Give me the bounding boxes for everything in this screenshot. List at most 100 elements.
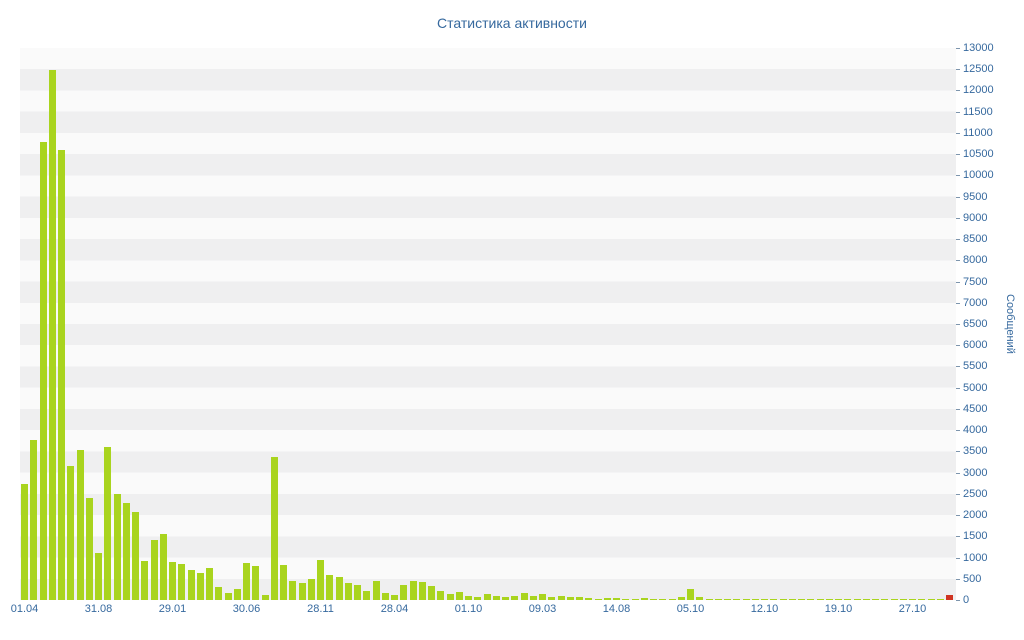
- x-tick-label: 01.10: [454, 603, 483, 615]
- y-tick-mark: [956, 239, 960, 241]
- y-tick-mark: [956, 154, 960, 156]
- x-tick-label: 29.01: [158, 603, 187, 615]
- y-tick-mark: [956, 472, 960, 474]
- y-tick-label: 2000: [963, 509, 988, 522]
- bar: [770, 599, 778, 600]
- bar: [289, 580, 297, 600]
- bar: [317, 559, 324, 600]
- y-tick-label: 1000: [963, 551, 988, 564]
- bar: [150, 540, 158, 600]
- bar: [132, 512, 139, 600]
- bar: [252, 566, 260, 600]
- y-tick-mark: [956, 48, 960, 49]
- bar: [122, 503, 130, 600]
- y-tick-label: 1500: [963, 530, 988, 543]
- bar-current-period: [946, 595, 953, 600]
- bar: [455, 591, 463, 600]
- bar: [58, 149, 65, 600]
- x-tick-label: 09.03: [528, 603, 557, 615]
- bar: [825, 598, 833, 600]
- x-tick-label: 05.10: [676, 603, 705, 615]
- bar: [539, 594, 546, 600]
- bar: [206, 568, 213, 600]
- bar: [751, 599, 759, 600]
- bar: [899, 599, 907, 600]
- bar: [474, 596, 482, 600]
- y-tick-label: 12500: [963, 63, 994, 76]
- bar: [298, 583, 306, 600]
- bar: [446, 594, 454, 600]
- y-tick-label: 3500: [963, 445, 988, 458]
- y-tick-mark: [956, 324, 960, 325]
- bar: [862, 599, 870, 600]
- bar: [169, 561, 176, 600]
- y-tick-label: 3000: [963, 466, 988, 479]
- bar: [714, 599, 722, 600]
- bar: [557, 596, 565, 600]
- bar: [113, 493, 121, 600]
- y-axis-title: Сообщений: [1004, 294, 1016, 354]
- bar: [890, 599, 898, 600]
- bar: [881, 599, 889, 600]
- y-tick-mark: [956, 557, 960, 559]
- bar: [187, 570, 195, 600]
- bar: [178, 563, 186, 600]
- bar: [243, 563, 250, 600]
- y-tick-mark: [956, 281, 960, 283]
- bar: [687, 589, 694, 600]
- bar: [280, 565, 287, 600]
- bar: [742, 599, 750, 600]
- y-tick-label: 0: [963, 594, 970, 606]
- bar: [30, 439, 38, 600]
- bar: [520, 593, 528, 600]
- bar: [196, 572, 204, 600]
- bar: [909, 599, 916, 600]
- bar: [307, 579, 315, 600]
- bar: [104, 447, 112, 600]
- y-tick-mark: [956, 217, 960, 219]
- bar: [677, 597, 685, 600]
- bar: [95, 553, 102, 600]
- x-axis: 01.04 31.08 29.01 30.06 28.11 28.04 01.10 09.03…: [11, 603, 956, 619]
- x-tick-label: 30.06: [232, 603, 261, 615]
- bar: [335, 577, 343, 600]
- x-tick-label: 28.04: [380, 603, 409, 615]
- y-tick-mark: [956, 111, 960, 113]
- bar: [48, 70, 56, 600]
- bar: [613, 598, 620, 600]
- bar: [270, 456, 278, 600]
- bar: [594, 598, 602, 600]
- bar: [502, 597, 509, 600]
- bar: [437, 591, 445, 600]
- x-tick-label: 28.11: [307, 603, 334, 615]
- bar: [409, 580, 417, 600]
- bar: [492, 595, 500, 600]
- bar: [215, 587, 223, 600]
- y-tick-mark: [956, 90, 960, 92]
- y-tick-mark: [956, 175, 960, 177]
- bar: [85, 498, 93, 600]
- y-tick-label: 6000: [963, 339, 988, 352]
- bar: [927, 599, 935, 600]
- bar: [418, 582, 426, 600]
- x-tick-label: 27.10: [898, 603, 927, 615]
- bar: [141, 560, 149, 600]
- x-tick-label: 01.04: [10, 603, 39, 615]
- bar: [400, 585, 408, 600]
- bar: [261, 594, 269, 600]
- y-tick-label: 7500: [963, 275, 988, 288]
- bar: [705, 598, 713, 600]
- x-tick-label: 12.10: [750, 603, 779, 615]
- bar: [576, 596, 583, 600]
- bar: [511, 595, 519, 600]
- bar: [566, 597, 574, 600]
- bar: [159, 534, 167, 600]
- y-tick-label: 11500: [963, 105, 993, 118]
- y-tick-label: 5000: [963, 381, 988, 394]
- bar: [668, 598, 676, 600]
- y-tick-label: 9500: [963, 190, 988, 203]
- y-tick-mark: [956, 451, 960, 453]
- y-tick-mark: [956, 578, 960, 580]
- bar: [761, 599, 768, 600]
- bar: [936, 599, 944, 600]
